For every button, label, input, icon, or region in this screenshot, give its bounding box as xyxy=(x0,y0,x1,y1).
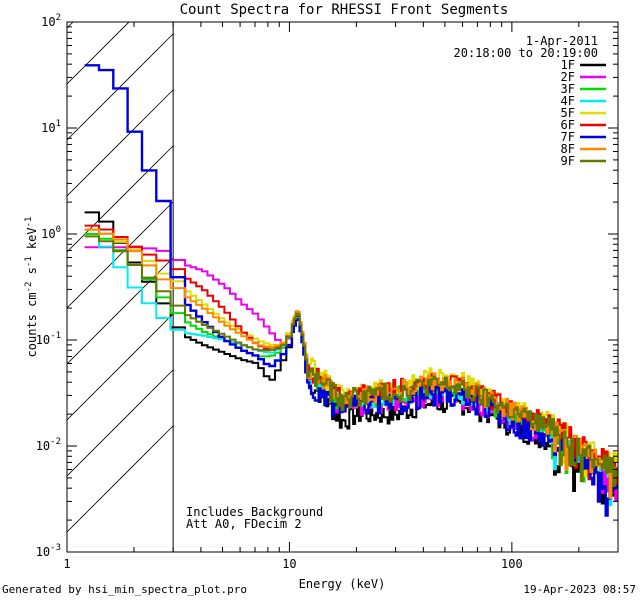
series-4F xyxy=(84,228,618,507)
annotation-attenuator: Att A0, FDecim 2 xyxy=(186,517,302,531)
x-tick-label: 100 xyxy=(501,557,523,571)
y-tick-label: 102 xyxy=(41,13,61,29)
y-tick-label: 100 xyxy=(41,225,61,241)
generated-by-footer: Generated by hsi_min_spectra_plot.pro xyxy=(2,583,248,596)
legend-label: 3F xyxy=(561,82,575,96)
y-tick-label: 10-3 xyxy=(36,543,61,559)
plot-frame xyxy=(66,21,619,553)
legend-label: 8F xyxy=(561,142,575,156)
below-threshold-hatch xyxy=(67,22,174,552)
hatch-lines xyxy=(67,22,174,533)
legend-label: 4F xyxy=(561,94,575,108)
legend-label: 2F xyxy=(561,70,575,84)
y-tick-label: 10-2 xyxy=(36,437,61,453)
series-layer xyxy=(84,64,618,517)
legend-label: 6F xyxy=(561,118,575,132)
y-tick-label: 101 xyxy=(41,119,61,135)
series-9F xyxy=(84,235,618,487)
legend-label: 5F xyxy=(561,106,575,120)
series-3F xyxy=(84,233,618,489)
x-tick-label: 1 xyxy=(63,557,70,571)
series-2F xyxy=(84,246,618,502)
chart-title: Count Spectra for RHESSI Front Segments xyxy=(180,2,509,18)
annotation-background: Includes Background xyxy=(186,505,323,519)
time-range-label: 20:18:00 to 20:19:00 xyxy=(454,46,599,60)
series-8F xyxy=(84,228,618,499)
series-1F xyxy=(84,211,618,505)
legend-label: 7F xyxy=(561,130,575,144)
y-axis-label: counts cm-2 s-1 keV-1 xyxy=(24,217,39,358)
x-tick-label: 10 xyxy=(282,557,296,571)
timestamp-footer: 19-Apr-2023 08:57 xyxy=(523,583,636,596)
series-6F xyxy=(84,224,618,493)
legend-label: 9F xyxy=(561,154,575,168)
legend-label: 1F xyxy=(561,58,575,72)
date-label: 1-Apr-2011 xyxy=(526,34,598,48)
x-axis-label: Energy (keV) xyxy=(299,577,386,591)
axes: 1 10 100 10-3 10-2 10-1 100 101 102 xyxy=(36,13,619,571)
y-tick-label: 10-1 xyxy=(36,331,61,347)
